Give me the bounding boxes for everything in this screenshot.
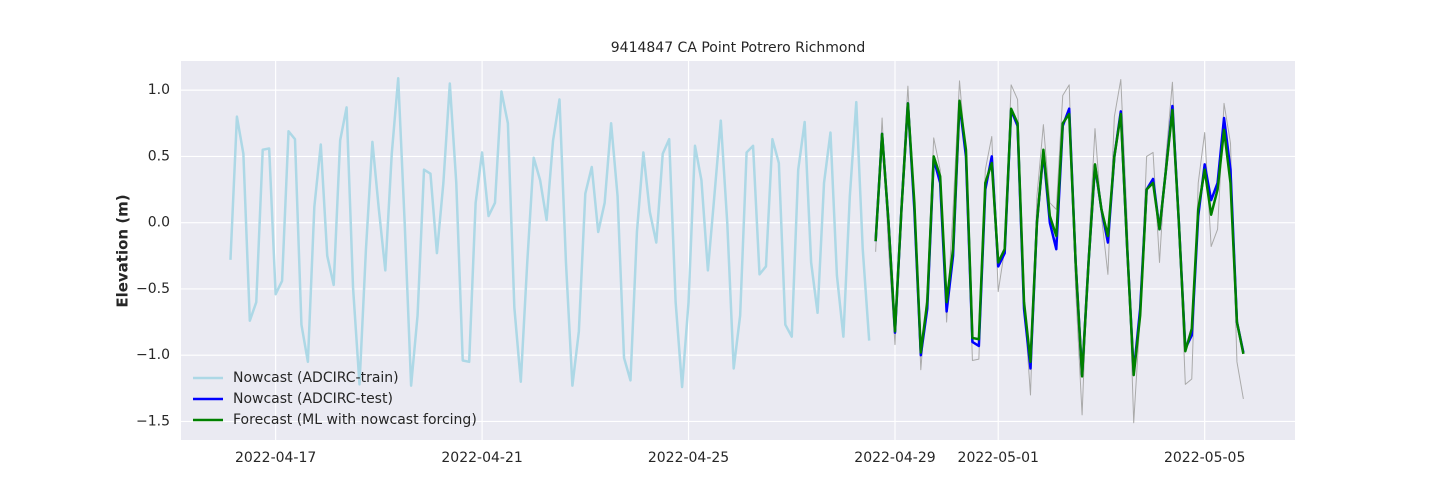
y-tick-label: 0.0: [148, 215, 170, 231]
chart-title: 9414847 CA Point Potrero Richmond: [611, 40, 866, 56]
x-tick-label: 2022-04-21: [441, 450, 522, 466]
x-tick-label: 2022-04-25: [648, 450, 729, 466]
x-tick-label: 2022-04-17: [235, 450, 316, 466]
series-line: [229, 76, 871, 389]
x-tick-label: 2022-04-29: [854, 450, 935, 466]
y-tick-label: 0.5: [148, 148, 170, 164]
legend-label: Forecast (ML with nowcast forcing): [233, 412, 477, 428]
x-tick-label: 2022-05-01: [958, 450, 1039, 466]
series-line: [874, 99, 1245, 378]
x-tick-label: 2022-05-05: [1164, 450, 1245, 466]
y-tick-label: 1.0: [148, 82, 170, 98]
y-tick-label: −1.5: [136, 413, 170, 429]
legend-label: Nowcast (ADCIRC-train): [233, 370, 399, 386]
y-tick-label: −1.0: [136, 347, 170, 363]
legend-label: Nowcast (ADCIRC-test): [233, 391, 393, 407]
y-tick-label: −0.5: [136, 281, 170, 297]
y-axis-label: Elevation (m): [114, 194, 132, 307]
